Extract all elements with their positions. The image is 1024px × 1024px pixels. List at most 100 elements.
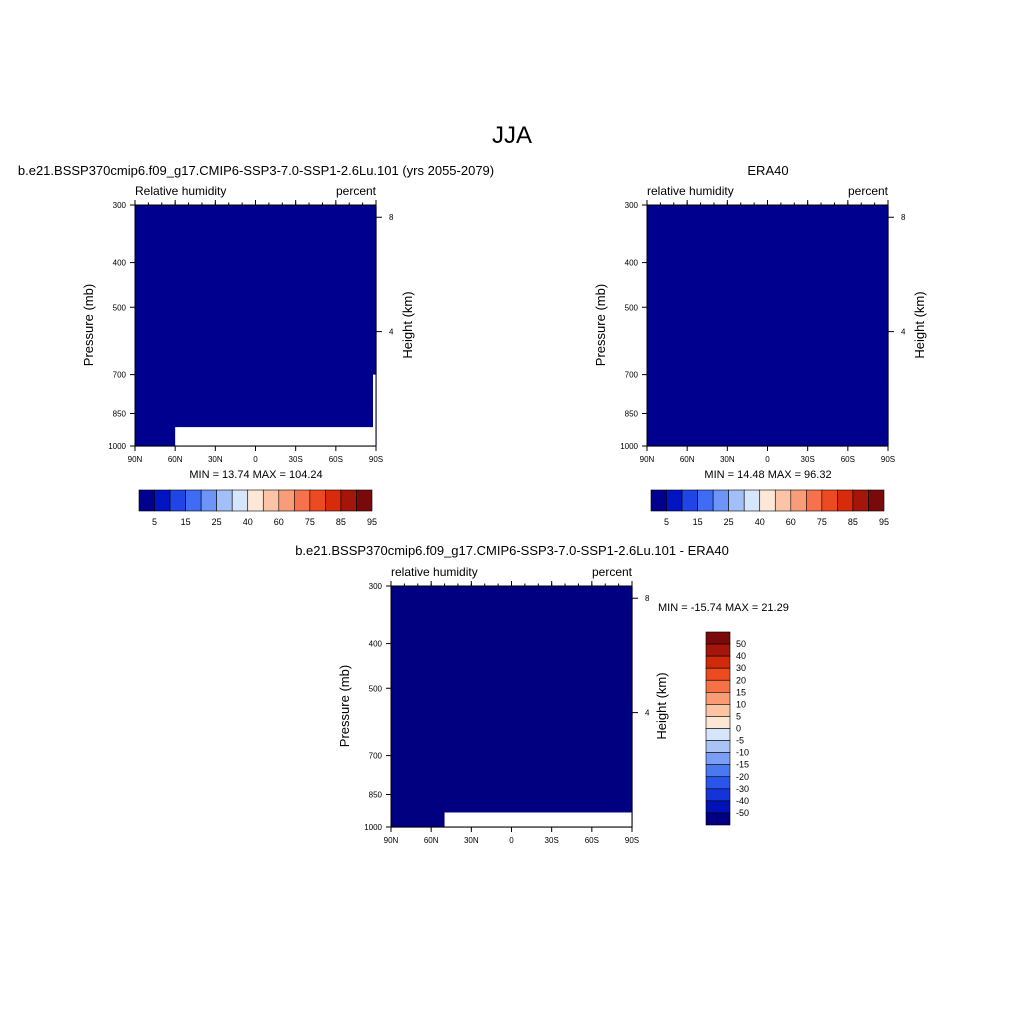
cell <box>183 309 188 315</box>
cell <box>835 233 841 238</box>
cell <box>319 269 325 274</box>
cell <box>159 233 164 238</box>
cell <box>291 261 297 266</box>
cell <box>303 297 309 302</box>
cell <box>299 389 305 395</box>
cell <box>359 393 365 399</box>
cell <box>179 321 184 327</box>
cell <box>167 221 172 226</box>
cell <box>187 245 192 250</box>
cell <box>839 273 845 278</box>
cell <box>159 293 164 298</box>
cell <box>163 249 168 254</box>
cell <box>351 357 357 363</box>
cell <box>711 277 716 282</box>
cell <box>827 205 833 210</box>
cell <box>143 361 148 367</box>
cell <box>271 389 277 395</box>
colorbar-swatch <box>154 489 171 512</box>
cell <box>255 393 261 399</box>
cell <box>191 389 196 395</box>
cell <box>695 241 700 246</box>
cell <box>871 209 877 214</box>
cell <box>311 269 317 274</box>
cell <box>663 225 668 230</box>
cell <box>235 281 241 286</box>
cell <box>239 237 245 242</box>
cell <box>295 221 301 226</box>
cell <box>331 229 337 234</box>
cell <box>195 349 200 355</box>
cell <box>307 345 313 351</box>
cell <box>183 209 188 214</box>
cell <box>151 273 156 278</box>
cell <box>203 217 208 222</box>
cell <box>223 393 228 399</box>
cell <box>215 373 220 379</box>
cell <box>147 369 152 375</box>
cell <box>335 377 341 383</box>
cell <box>239 349 245 355</box>
cell <box>647 237 652 242</box>
cell <box>727 265 732 270</box>
cell <box>227 309 232 315</box>
cell <box>799 253 805 258</box>
cell <box>323 397 329 403</box>
cell <box>235 225 241 230</box>
cell <box>703 213 708 218</box>
cell <box>255 377 261 383</box>
cell <box>847 277 853 282</box>
cell <box>155 313 160 319</box>
cell <box>255 421 261 427</box>
cell <box>871 213 877 218</box>
cell <box>243 401 249 407</box>
cell <box>139 205 144 210</box>
cell <box>279 329 285 335</box>
colorbar-swatch <box>340 489 357 512</box>
cell <box>343 249 349 254</box>
cell <box>367 261 373 266</box>
cell <box>155 409 160 415</box>
cell <box>179 361 184 367</box>
cell <box>251 325 257 331</box>
cell <box>259 357 265 363</box>
cell <box>187 277 192 282</box>
cell <box>655 217 660 222</box>
cell <box>187 397 192 403</box>
cell <box>215 325 220 331</box>
cell <box>739 233 744 238</box>
cell <box>135 437 140 443</box>
cell <box>311 333 317 339</box>
cell <box>659 285 664 290</box>
cell <box>279 337 285 343</box>
cell <box>191 269 196 274</box>
cell <box>203 253 208 258</box>
cell <box>335 421 341 427</box>
cell <box>147 397 152 403</box>
cell <box>235 317 241 323</box>
cell <box>295 209 301 214</box>
cell <box>263 349 269 355</box>
cell <box>731 225 736 230</box>
cell <box>747 245 753 250</box>
panel-obs: ERA40 relative humidity percent Pressure… <box>593 163 927 527</box>
cell <box>683 221 688 226</box>
cell <box>207 209 212 214</box>
cell <box>275 289 281 294</box>
cell <box>343 265 349 270</box>
cell <box>311 337 317 343</box>
cell <box>151 381 156 387</box>
cell <box>139 213 144 218</box>
cell <box>767 273 773 278</box>
cell <box>355 409 361 415</box>
cell <box>235 389 241 395</box>
cell <box>763 245 769 250</box>
cell <box>371 237 377 242</box>
cell <box>147 265 152 270</box>
cell <box>263 417 269 423</box>
cell <box>299 397 305 403</box>
cell <box>759 261 765 266</box>
cell <box>787 213 793 218</box>
cell <box>687 281 692 286</box>
cell <box>187 257 192 262</box>
